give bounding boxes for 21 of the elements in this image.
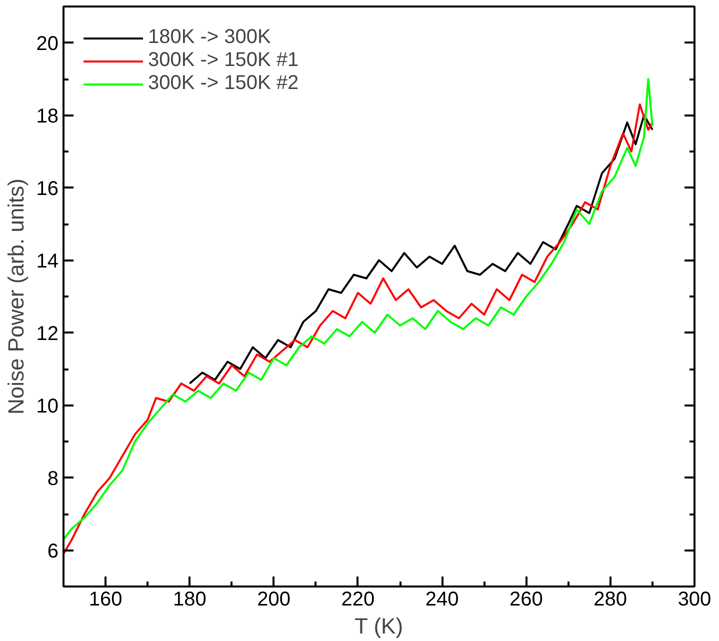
x-tick-label: 160	[88, 588, 122, 610]
y-tick-label: 6	[47, 540, 58, 562]
y-tick-label: 10	[36, 395, 59, 418]
x-tick-label: 300	[678, 588, 712, 610]
x-tick-label: 180	[173, 588, 206, 610]
y-axis-title: Noise Power (arb. units)	[3, 178, 28, 414]
y-tick-label: 16	[36, 178, 59, 200]
y-tick-label: 20	[36, 32, 59, 55]
x-tick-label: 200	[257, 588, 291, 610]
y-tick-label: 14	[36, 250, 59, 272]
x-tick-label: 240	[425, 588, 459, 610]
x-tick-label: 260	[510, 588, 543, 610]
legend-label: 300K -> 150K #1	[148, 49, 299, 72]
legend-label: 180K -> 300K	[148, 26, 271, 49]
legend-label: 300K -> 150K #2	[148, 72, 299, 95]
y-tick-label: 8	[47, 468, 58, 490]
x-axis-title: T (K)	[354, 614, 404, 638]
y-tick-label: 12	[36, 322, 59, 345]
x-tick-label: 220	[341, 588, 375, 610]
x-tick-label: 280	[594, 588, 628, 610]
y-tick-label: 18	[36, 105, 59, 128]
